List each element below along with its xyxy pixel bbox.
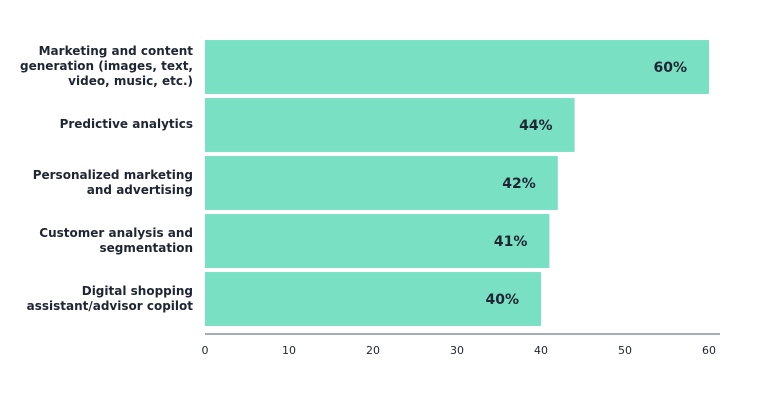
value-label: 40% — [485, 292, 519, 308]
value-label: 42% — [502, 176, 536, 192]
category-label: Predictive analytics — [59, 117, 193, 132]
bar — [205, 272, 541, 326]
x-tick-label: 60 — [702, 344, 716, 357]
bar — [205, 156, 558, 210]
x-tick-label: 0 — [202, 344, 209, 357]
value-label: 44% — [519, 118, 553, 134]
x-tick-label: 20 — [366, 344, 380, 357]
bar — [205, 40, 709, 94]
x-tick-label: 10 — [282, 344, 296, 357]
bar — [205, 98, 575, 152]
category-label: Marketing and content generation (images… — [20, 44, 193, 89]
x-tick-label: 30 — [450, 344, 464, 357]
x-tick-label: 50 — [618, 344, 632, 357]
value-label: 60% — [653, 60, 687, 76]
category-label: Digital shopping assistant/advisor copil… — [26, 283, 193, 313]
category-label: Personalized marketing and advertising — [32, 167, 193, 197]
bar — [205, 214, 550, 268]
x-tick-label: 40 — [534, 344, 548, 357]
category-label: Customer analysis and segmentation — [39, 225, 193, 255]
value-label: 41% — [494, 234, 528, 250]
